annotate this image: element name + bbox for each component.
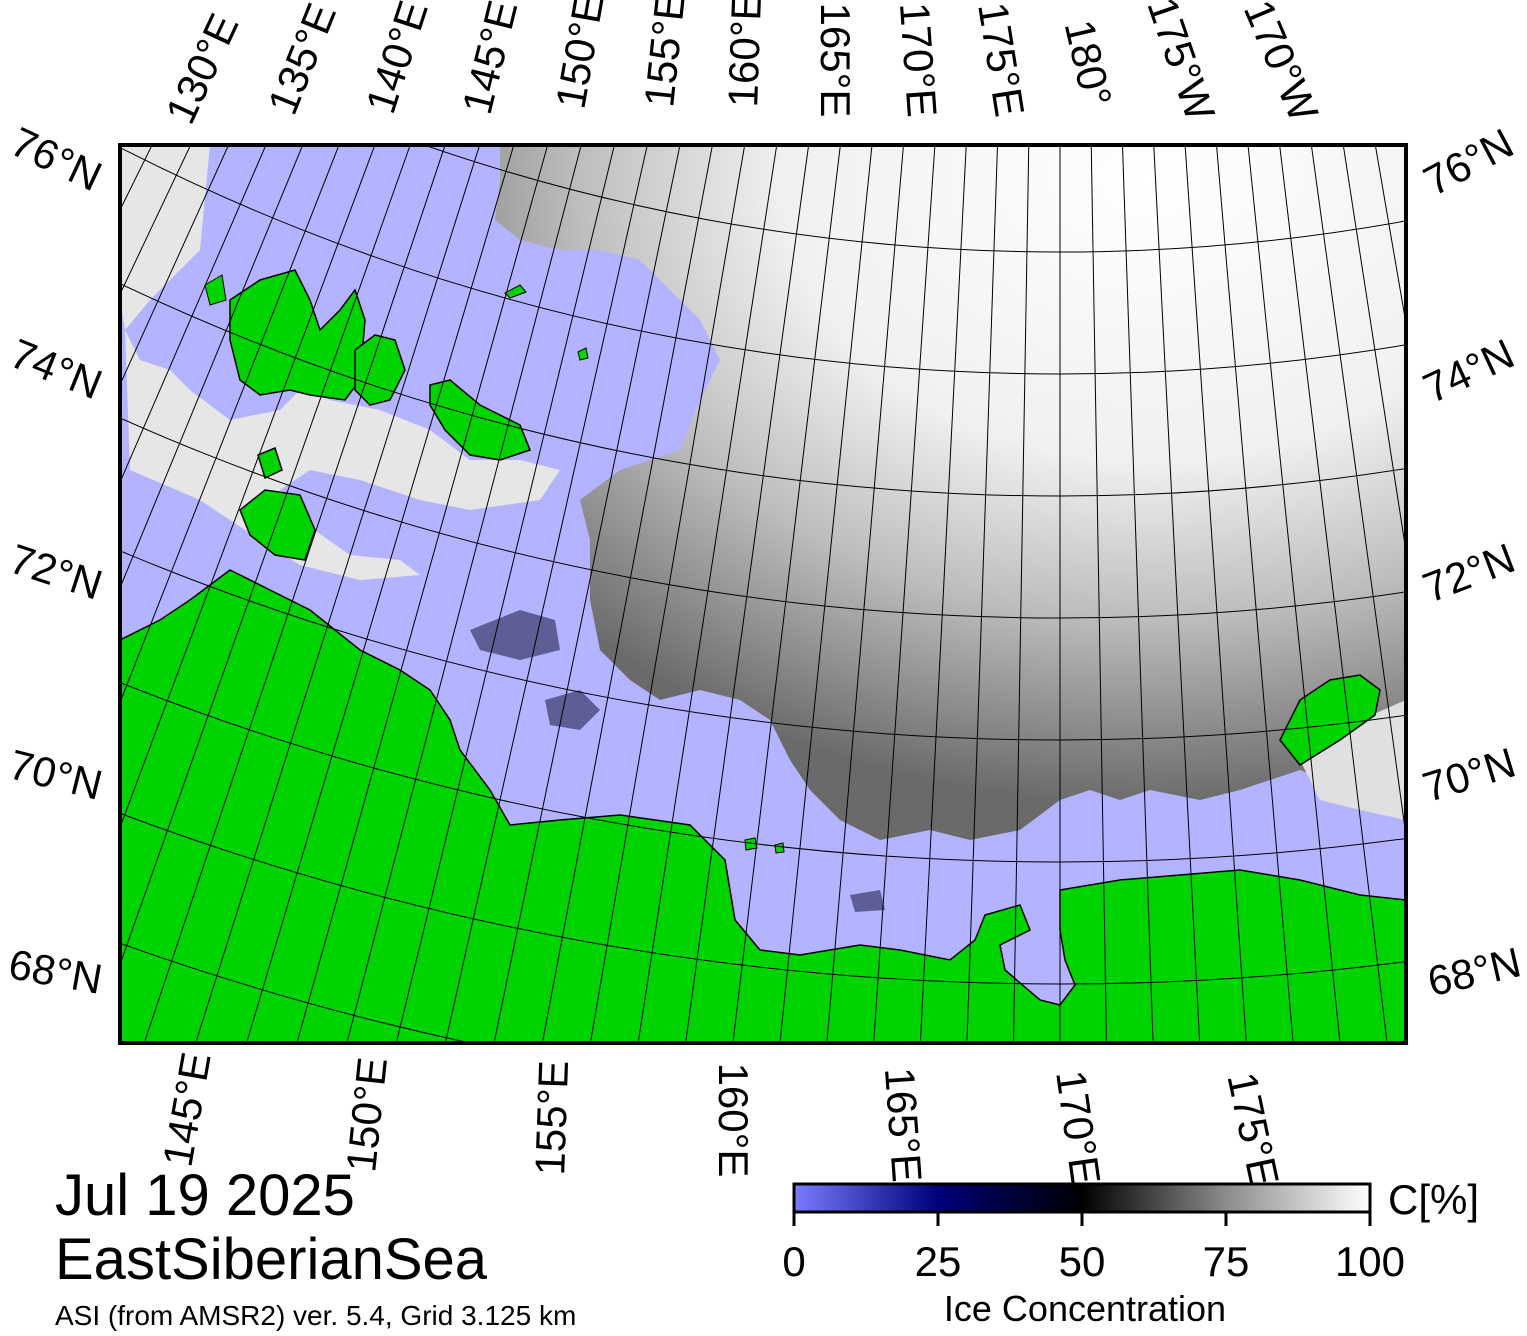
map-frame — [118, 143, 1408, 1045]
meridian-line — [120, 145, 304, 590]
meridian-line — [1517, 0, 1527, 1238]
meridian-line — [120, 145, 411, 966]
land-new-siberian-islands — [354, 334, 406, 406]
latitude-label-left: 70°N — [5, 741, 107, 809]
meridian-line — [444, 145, 648, 1043]
longitude-label-top: 150°E — [547, 0, 613, 112]
sea-ice-west — [120, 145, 560, 580]
meridian-line — [1184, 145, 1247, 1043]
meridian-line — [1090, 145, 1108, 1043]
meridian-line — [637, 145, 778, 1043]
longitude-label-top: 160°E — [719, 0, 770, 108]
longitude-label-bottom: 155°E — [526, 1060, 577, 1176]
meridian-line — [0, 0, 107, 827]
longitude-label-top: 135°E — [259, 0, 346, 121]
meridian-line — [685, 145, 810, 1043]
longitude-label-top: 170°E — [891, 1, 946, 119]
meridian-line — [1247, 145, 1341, 1043]
longitude-label-bottom: 165°E — [876, 1066, 931, 1184]
meridian-line — [1121, 145, 1154, 1043]
meridian-line — [1279, 145, 1388, 1043]
meridian-line — [493, 145, 681, 1043]
colorbar-tick-label: 25 — [914, 1238, 962, 1285]
meridian-line — [826, 145, 904, 1043]
meridian-line — [1216, 145, 1294, 1043]
longitude-label-top: 180° — [1056, 16, 1121, 111]
meridian-line — [1374, 145, 1406, 327]
longitude-label-bottom: 175°E — [1218, 1068, 1288, 1190]
date-label: Jul 19 2025 — [55, 1163, 355, 1228]
meridian-line — [1404, 0, 1527, 1287]
source-label: ASI (from AMSR2) ver. 5.4, Grid 3.125 km — [55, 1300, 577, 1331]
land-small-island — [204, 274, 227, 306]
meridian-line — [779, 145, 873, 1043]
land-lyakhovsky-islands — [257, 446, 283, 480]
longitude-label-bottom: 145°E — [154, 1049, 220, 1170]
meridian-line — [143, 145, 446, 1043]
meridian-line — [1489, 0, 1527, 1252]
longitude-label-top: 170°W — [1235, 0, 1328, 128]
land-lyakhovsky-islands — [239, 489, 316, 561]
land-small-island — [577, 347, 589, 361]
latitude-label-right: 74°N — [1416, 330, 1521, 412]
latitude-label-left: 68°N — [5, 940, 106, 1003]
meridian-line — [966, 145, 999, 1043]
meridian-line — [195, 145, 481, 1043]
land-bear-islands — [774, 842, 785, 854]
meridian-line — [246, 145, 515, 1043]
low-ice-patch — [850, 890, 885, 912]
longitude-label-top: 145°E — [453, 0, 526, 119]
meridian-line — [1461, 0, 1527, 1264]
meridian-line — [1012, 145, 1030, 1043]
land-bear-islands — [744, 837, 758, 851]
meridian-line — [1153, 145, 1201, 1043]
colorbar — [792, 1182, 1372, 1214]
meridian-line — [120, 145, 376, 829]
meridian-line — [589, 145, 746, 1043]
latitude-label-left: 74°N — [4, 329, 109, 408]
colorbar-tick-label: 0 — [782, 1238, 806, 1285]
sea-ice-main — [495, 145, 1406, 840]
longitude-label-top: 130°E — [156, 7, 247, 131]
latitude-label-right: 70°N — [1417, 739, 1520, 811]
meridian-line — [541, 145, 713, 1043]
meridian-line — [919, 145, 967, 1043]
meridian-line — [873, 145, 936, 1043]
meridian-line — [296, 145, 549, 1043]
latitude-label-right: 72°N — [1417, 534, 1521, 612]
meridian-line — [346, 145, 582, 1043]
meridian-line — [1310, 145, 1406, 840]
colorbar-unit: C[%] — [1388, 1176, 1480, 1223]
region-label: EastSiberianSea — [55, 1227, 488, 1292]
low-ice-patch — [545, 690, 600, 730]
longitude-label-top: 175°E — [969, 0, 1033, 120]
latitude-label-left: 76°N — [4, 118, 109, 200]
meridian-line — [395, 145, 615, 1043]
colorbar-title: Ice Concentration — [943, 1288, 1227, 1329]
latitude-label-right: 68°N — [1423, 938, 1525, 1005]
meridian-line — [732, 145, 841, 1043]
latitude-label-left: 72°N — [4, 535, 108, 609]
longitude-label-bottom: 170°E — [1047, 1067, 1110, 1187]
latitude-label-right: 76°N — [1416, 119, 1521, 205]
longitude-label-top: 140°E — [357, 0, 437, 119]
longitude-label-bottom: 150°E — [337, 1055, 396, 1174]
colorbar-tick-label: 75 — [1202, 1238, 1250, 1285]
land-small-island — [504, 284, 527, 299]
land-new-siberian-islands — [429, 379, 531, 461]
colorbar-tick-label: 50 — [1058, 1238, 1106, 1285]
longitude-label-top: 175°W — [1138, 0, 1224, 127]
meridian-line — [120, 145, 340, 704]
longitude-label-top: 155°E — [635, 0, 694, 109]
meridian-line — [1342, 145, 1406, 555]
longitude-label-bottom: 160°E — [710, 1063, 757, 1178]
longitude-label-top: 165°E — [812, 3, 859, 118]
colorbar-tick-label: 100 — [1334, 1238, 1406, 1285]
